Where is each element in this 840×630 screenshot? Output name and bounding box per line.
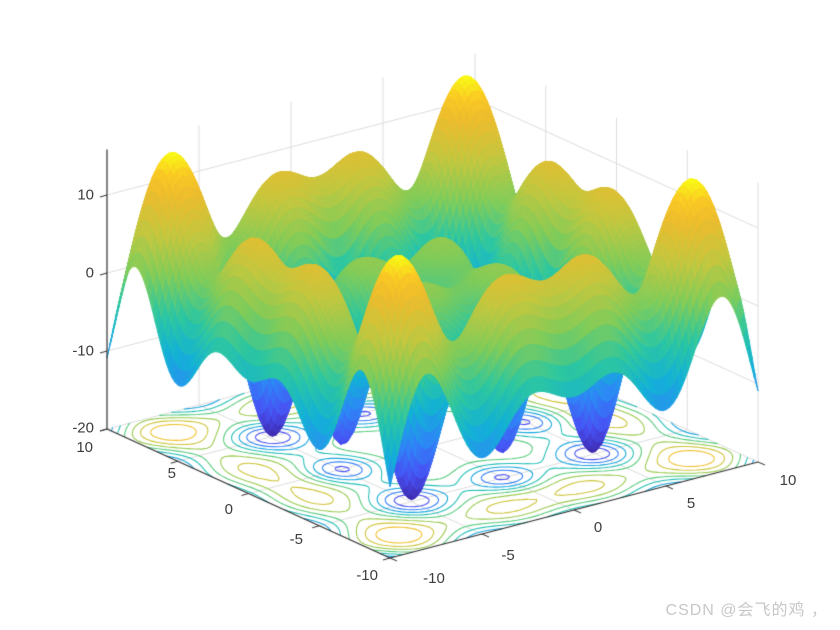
x-tick-label-n5: -5 [501, 547, 515, 564]
y-tick-label-n5: -5 [289, 531, 303, 548]
z-tick-label-0: 0 [85, 264, 94, 282]
y-tick-label-n10: -10 [356, 567, 378, 584]
y-tick-label-0: 0 [224, 501, 233, 518]
y-tick-label-5: 5 [167, 465, 176, 482]
z-tick-label-10: 10 [77, 186, 94, 204]
x-tick-label-n10: -10 [423, 570, 445, 587]
z-tick-label-n10: -10 [72, 342, 94, 360]
x-tick-label-10: 10 [779, 472, 797, 489]
y-tick-label-10: 10 [76, 439, 93, 456]
x-tick-label-5: 5 [686, 495, 696, 512]
csdn-watermark: CSDN @会飞的鸡 ， [665, 602, 828, 619]
x-tick-label-0: 0 [593, 519, 603, 536]
z-tick-label-n20: -20 [72, 419, 94, 437]
